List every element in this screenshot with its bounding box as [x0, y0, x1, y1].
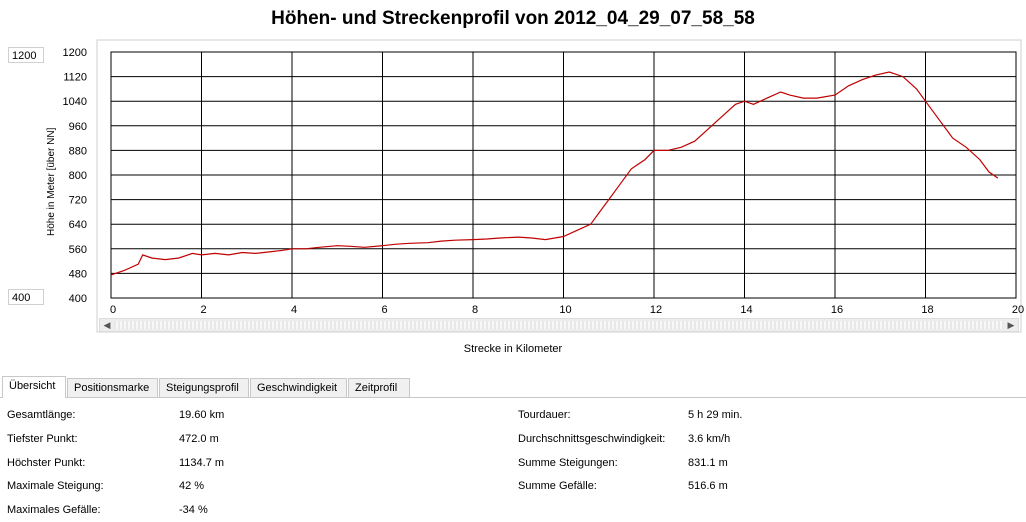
scroll-right-icon[interactable]: ▶ — [1007, 320, 1015, 330]
scroll-left-icon[interactable]: ◀ — [103, 320, 111, 330]
stat-value: 19.60 km — [179, 409, 225, 421]
stat-label: Durchschnittsgeschwindigkeit: — [518, 433, 666, 445]
y-tick-label: 640 — [69, 219, 87, 231]
y-tick-label: 1200 — [63, 47, 87, 59]
plot-area-border — [110, 51, 1017, 299]
tab-uebersicht[interactable]: Übersicht — [2, 376, 66, 398]
elevation-line — [110, 71, 999, 276]
x-tick-label: 10 — [559, 304, 571, 316]
horizontal-scrollbar[interactable]: ◀ ▶ — [99, 318, 1019, 332]
x-tick-label: 14 — [740, 304, 752, 316]
y-tick-label: 960 — [69, 121, 87, 133]
elevation-chart[interactable]: 0 2 4 6 8 10 12 14 16 18 20 400 480 560 640 720 800 880 96… — [0, 0, 1026, 340]
x-tick-label: 12 — [650, 304, 662, 316]
stat-label: Summe Steigungen: — [518, 457, 618, 469]
x-tick-label: 20 — [1012, 304, 1024, 316]
stat-label: Tourdauer: — [518, 409, 571, 421]
x-tick-label: 18 — [921, 304, 933, 316]
y-tick-label: 1040 — [63, 96, 87, 108]
tab-zeitprofil[interactable]: Zeitprofil — [348, 378, 410, 397]
tab-geschwindigkeit[interactable]: Geschwindigkeit — [250, 378, 347, 397]
stat-label: Tiefster Punkt: — [7, 433, 78, 445]
x-tick-label: 16 — [831, 304, 843, 316]
stat-label: Summe Gefälle: — [518, 480, 597, 492]
x-tick-label: 2 — [200, 304, 206, 316]
stat-value: 5 h 29 min. — [688, 409, 743, 421]
y-tick-label: 800 — [69, 170, 87, 182]
stat-value: 1134.7 m — [179, 457, 225, 469]
x-axis-label: Strecke in Kilometer — [463, 343, 563, 355]
y-tick-label: 480 — [69, 268, 87, 280]
x-tick-label: 0 — [110, 304, 116, 316]
y-min-input[interactable]: 400 — [8, 289, 44, 305]
tab-bar: Übersicht Positionsmarke Steigungsprofil… — [0, 376, 1026, 398]
y-tick-label: 400 — [69, 293, 87, 305]
stat-value: 831.1 m — [688, 457, 728, 469]
scroll-track[interactable] — [114, 321, 1004, 329]
stat-label: Maximale Steigung: — [7, 480, 104, 492]
stat-value: 472.0 m — [179, 433, 219, 445]
stat-value: -34 % — [179, 504, 208, 516]
x-tick-label: 8 — [472, 304, 478, 316]
y-tick-label: 1120 — [63, 72, 87, 84]
y-tick-label: 720 — [69, 195, 87, 207]
y-tick-label: 880 — [69, 145, 87, 157]
stat-value: 3.6 km/h — [688, 433, 731, 445]
stat-label: Höchster Punkt: — [7, 457, 86, 469]
overview-panel: Gesamtlänge: 19.60 km Tiefster Punkt: 47… — [0, 397, 1026, 522]
tab-positionsmarke[interactable]: Positionsmarke — [67, 378, 158, 397]
x-tick-label: 6 — [381, 304, 387, 316]
stat-value: 42 % — [179, 480, 205, 492]
y-tick-label: 560 — [69, 244, 87, 256]
tab-steigungsprofil[interactable]: Steigungsprofil — [159, 378, 249, 397]
y-max-input[interactable]: 1200 — [8, 47, 44, 63]
x-tick-label: 4 — [291, 304, 297, 316]
stat-value: 516.6 m — [688, 480, 728, 492]
stat-label: Gesamtlänge: — [7, 409, 76, 421]
stat-label: Maximales Gefälle: — [7, 504, 101, 516]
chart-title: Höhen- und Streckenprofil von 2012_04_29… — [271, 8, 755, 29]
plot-frame — [96, 39, 1022, 333]
